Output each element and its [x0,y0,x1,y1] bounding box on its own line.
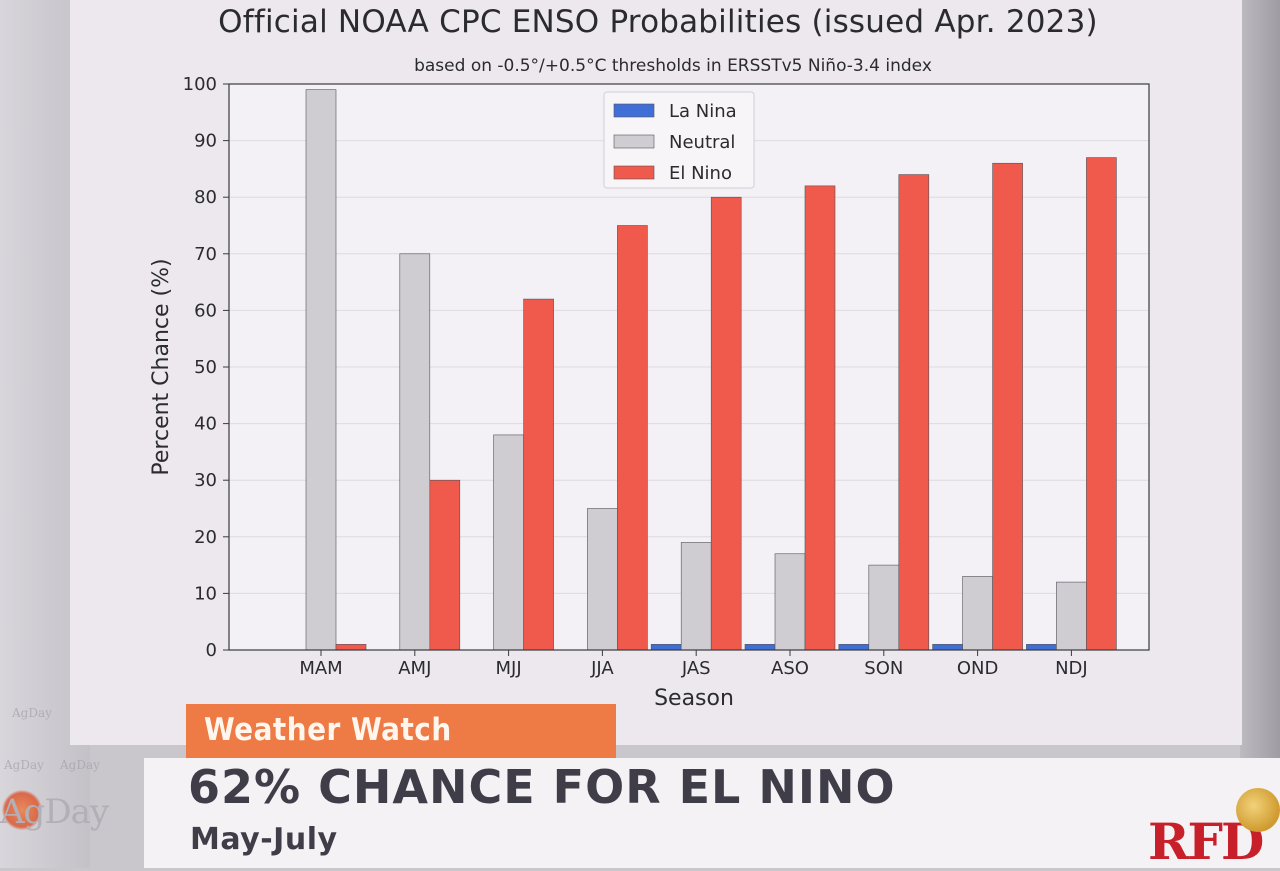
background-right [1240,0,1280,868]
bar-la-nina [744,644,776,651]
x-tick-label: MAM [299,658,342,679]
chart-title: Official NOAA CPC ENSO Probabilities (is… [218,4,1098,40]
x-tick-label: ASO [771,658,809,679]
x-tick-label: AMJ [398,658,431,679]
x-tick-label: MJJ [496,658,522,679]
legend-label: La Nina [669,101,737,122]
bar-neutral [868,564,900,651]
bar-la-nina [1026,644,1057,651]
y-tick-label: 50 [194,357,217,378]
y-tick-label: 20 [194,527,217,548]
bar-neutral [1056,581,1087,651]
legend-swatch [613,134,655,149]
x-axis-label: Season [654,686,734,711]
segment-tag: Weather Watch [186,704,616,758]
watermark-text: AgDay [4,758,44,772]
bar-el-nino [898,174,930,651]
agday-sun-icon [2,790,42,830]
bar-el-nino [992,162,1023,651]
lower-third [144,758,1280,868]
bar-la-nina [932,644,963,651]
y-tick-label: 60 [194,300,217,321]
bar-el-nino [710,196,742,651]
bar-el-nino [617,225,648,651]
legend-label: El Nino [669,163,732,184]
bar-neutral [962,576,993,651]
bar-neutral [399,253,431,651]
legend-swatch [613,103,655,118]
bar-el-nino [1086,157,1117,651]
y-tick-label: 100 [183,74,217,95]
legend-swatch [613,165,655,180]
y-tick-label: 30 [194,470,217,491]
y-tick-label: 10 [194,583,217,604]
bar-neutral [493,434,524,651]
legend-label: Neutral [669,132,735,153]
x-tick-label: JAS [681,658,711,679]
y-tick-label: 0 [206,640,217,661]
x-tick-label: OND [957,658,999,679]
headline: 62% CHANCE FOR EL NINO [188,760,896,814]
watermark-text: AgDay [12,706,52,720]
plot-frame [228,83,1150,651]
bar-neutral [774,553,806,651]
watermark-text: AgDay [60,758,100,772]
bar-neutral [305,89,337,651]
bar-la-nina [650,644,682,651]
bar-neutral [680,542,712,651]
y-tick-label: 70 [194,244,217,265]
y-axis-label: Percent Chance (%) [149,258,174,475]
rfd-globe-icon [1236,788,1280,832]
y-tick-label: 80 [194,187,217,208]
chart-subtitle: based on -0.5°/+0.5°C thresholds in ERSS… [414,56,932,76]
x-tick-label: NDJ [1055,658,1088,679]
agday-logo: AgDay [0,792,109,832]
y-tick-label: 90 [194,131,217,152]
bar-la-nina [838,644,870,651]
subheadline: May-July [190,822,338,857]
y-tick-label: 40 [194,414,217,435]
bar-el-nino [804,185,836,651]
bar-el-nino [523,298,554,651]
bar-el-nino [429,479,461,651]
bar-neutral [587,508,618,651]
x-tick-label: JJA [590,658,614,679]
bar-el-nino [335,644,367,651]
x-tick-label: SON [864,658,903,679]
